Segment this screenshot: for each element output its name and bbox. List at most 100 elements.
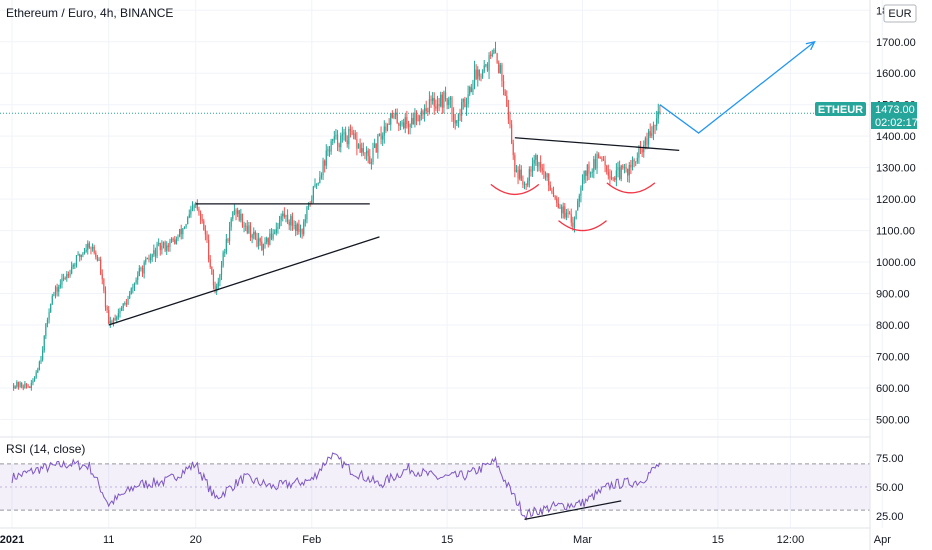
candle-body (330, 141, 332, 152)
candle-body (578, 195, 580, 202)
candle-body (222, 252, 224, 266)
candle-body (507, 106, 509, 120)
candle-body (512, 143, 514, 156)
candle-body (454, 120, 456, 124)
candle-body (351, 130, 353, 135)
candle-body (362, 148, 364, 153)
candle-body (264, 242, 266, 244)
candle-body (145, 259, 147, 263)
candle-body (33, 377, 36, 381)
candle-body (193, 205, 195, 208)
price-tick-label: 1300.00 (876, 163, 916, 175)
candle-body (95, 252, 97, 258)
candle-body (249, 225, 252, 238)
rsi-axis[interactable]: 75.00 50.00 25.00 (876, 453, 904, 523)
candle-body (462, 98, 464, 103)
candle-body (457, 114, 460, 121)
candle-body (320, 175, 323, 178)
candle-body (59, 284, 61, 288)
candle-body (433, 97, 435, 107)
candle-body (469, 87, 471, 95)
candle-body (406, 117, 408, 125)
candle-body (499, 64, 501, 74)
candle-body (390, 113, 392, 125)
candle-body (228, 226, 231, 242)
candle-body (48, 312, 50, 320)
candle-body (67, 274, 70, 276)
candle-body (129, 294, 131, 299)
candle-body (143, 262, 145, 274)
candle-body (472, 88, 474, 93)
candle-body (201, 219, 203, 221)
candle-body (311, 199, 313, 204)
candle-body (211, 266, 213, 275)
candle-body (544, 172, 547, 178)
candle-body (13, 384, 15, 389)
candle-body (293, 224, 295, 226)
candle-body (225, 239, 227, 253)
candle-body (204, 229, 206, 235)
candle-body (443, 92, 445, 108)
candle-body (127, 298, 129, 305)
candle-body (245, 225, 247, 227)
candle-body (438, 103, 440, 106)
candle-body (451, 97, 453, 115)
candle-body (498, 62, 500, 74)
candle-body (235, 210, 237, 214)
candle-body (219, 274, 221, 282)
candle-body (409, 124, 411, 128)
currency-button[interactable]: EUR (883, 4, 917, 23)
candle-body (565, 212, 568, 218)
candle-body (401, 122, 403, 125)
candle-body (100, 259, 102, 275)
candle-body (140, 267, 142, 269)
candle-body (85, 249, 87, 252)
candle-body (30, 383, 32, 389)
symbol-badge-label: ETHEUR (818, 104, 863, 116)
candle-body (196, 203, 198, 210)
rsi-divergence-line (524, 500, 622, 520)
candle-body (232, 211, 234, 219)
time-axis[interactable]: 2021 11 20 Feb 15 Mar 15 12:00 Apr (0, 534, 891, 546)
candle-body (283, 213, 285, 218)
candle-body (403, 122, 405, 129)
candle-body (290, 216, 292, 226)
candles (13, 41, 661, 391)
candle-body (278, 220, 281, 227)
candle-body (374, 143, 376, 148)
candle-body (440, 94, 442, 106)
candle-body (527, 180, 529, 186)
candle-body (133, 282, 136, 288)
candle-body (483, 65, 485, 72)
candle-body (119, 310, 121, 314)
candle-body (556, 198, 558, 203)
candle-body (557, 202, 559, 209)
candle-body (422, 110, 424, 115)
candle-body (56, 287, 58, 292)
candle-body (180, 229, 182, 235)
candle-body (506, 95, 508, 107)
candle-body (101, 274, 103, 280)
candle-body (610, 177, 613, 179)
candle-body (604, 160, 606, 166)
candle-body (417, 120, 419, 122)
rsi-tick-label: 75.00 (876, 453, 904, 465)
candle-body (253, 232, 255, 235)
candle-body (117, 313, 119, 318)
candle-body (185, 224, 187, 228)
candle-body (301, 228, 303, 235)
candle-body (430, 99, 432, 102)
candle-body (122, 303, 124, 309)
candle-body (612, 177, 614, 179)
candle-body (286, 214, 289, 222)
candle-body (303, 221, 305, 235)
candle-body (583, 170, 585, 180)
candle-body (601, 158, 603, 160)
candle-body (169, 241, 171, 247)
candle-body (641, 149, 643, 153)
candle-body (328, 149, 331, 152)
price-tick-label: 1000.00 (876, 257, 916, 269)
candle-body (285, 214, 287, 218)
candle-body (187, 217, 189, 225)
